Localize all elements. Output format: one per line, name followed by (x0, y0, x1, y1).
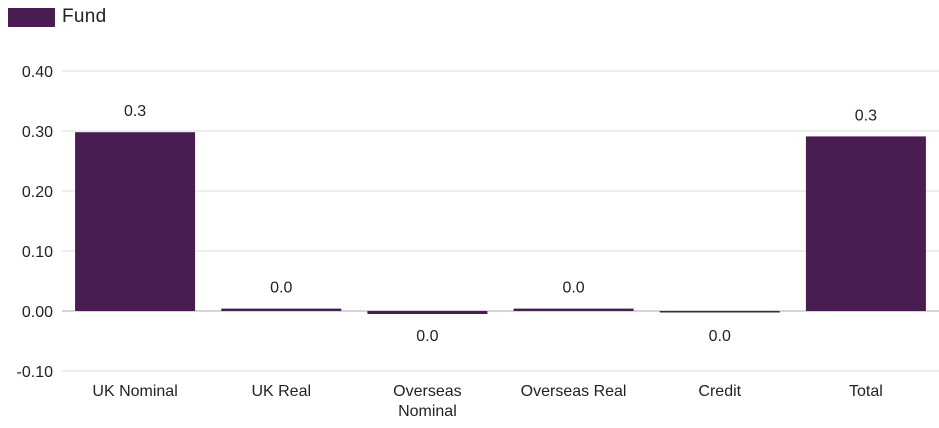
bar (75, 132, 196, 311)
x-tick-label: Overseas (393, 383, 461, 400)
x-tick-label: Total (849, 383, 883, 400)
data-label: 0.0 (562, 280, 584, 297)
y-tick-label: -0.10 (17, 364, 54, 381)
data-label: 0.0 (270, 280, 292, 297)
x-tick-label: UK Nominal (92, 383, 177, 400)
y-tick-label: 0.00 (22, 304, 53, 321)
y-tick-label: 0.20 (22, 184, 53, 201)
legend-swatch (8, 7, 55, 27)
x-tick-label: Nominal (398, 403, 457, 420)
y-tick-label: 0.10 (22, 244, 53, 261)
x-tick-label: Overseas Real (521, 383, 627, 400)
y-tick-label: 0.30 (22, 124, 53, 141)
data-label: 0.3 (855, 107, 877, 124)
data-label: 0.0 (709, 328, 731, 345)
x-tick-label: Credit (698, 383, 741, 400)
data-label: 0.0 (416, 328, 438, 345)
x-tick-label: UK Real (251, 383, 311, 400)
bar (659, 311, 780, 313)
bar (513, 308, 634, 311)
chart-legend: Fund (8, 5, 107, 29)
data-label: 0.3 (124, 103, 146, 120)
bar (367, 311, 488, 314)
bar (221, 308, 342, 311)
y-tick-label: 0.40 (22, 64, 53, 81)
legend-label: Fund (62, 6, 107, 27)
bar (805, 136, 926, 311)
